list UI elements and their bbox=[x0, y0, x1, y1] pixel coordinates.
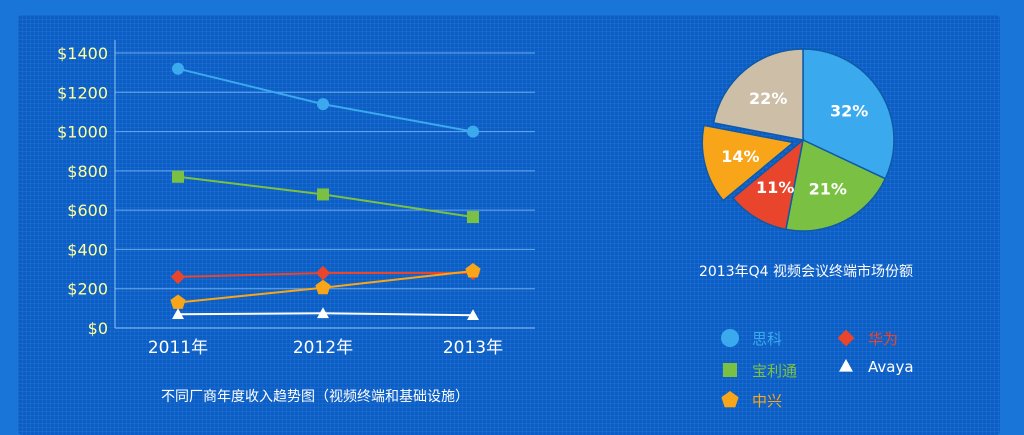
data-point bbox=[170, 294, 186, 309]
y-tick-label: $200 bbox=[67, 280, 108, 299]
data-point bbox=[465, 263, 481, 278]
pie-slice-label: 32% bbox=[830, 102, 868, 121]
pie-slice bbox=[712, 48, 804, 141]
legend-item: 宝利通 bbox=[723, 362, 797, 380]
pie-slice-label: 21% bbox=[809, 180, 847, 199]
pie-slices bbox=[701, 48, 895, 232]
legend-item: 思科 bbox=[721, 329, 782, 348]
data-point bbox=[172, 62, 184, 75]
y-tick-label: $1200 bbox=[57, 83, 108, 102]
data-point bbox=[467, 309, 479, 321]
legend-item: 华为 bbox=[837, 329, 898, 348]
y-tick-labels: $0 $200 $400 $600 $800 $1000 $1200 $1400 bbox=[57, 44, 108, 338]
legend-marker bbox=[721, 391, 739, 408]
data-point bbox=[170, 269, 186, 285]
pie-slice bbox=[731, 138, 805, 231]
legend-label: 宝利通 bbox=[752, 362, 797, 380]
series-square bbox=[172, 170, 479, 224]
y-tick-label: $400 bbox=[67, 240, 108, 259]
series-pentagon bbox=[170, 263, 481, 309]
legend-marker bbox=[839, 359, 853, 372]
x-tick-label: 2011年 bbox=[148, 338, 208, 358]
line-chart-title: 不同厂商年度收入趋势图（视频终端和基础设施） bbox=[161, 388, 469, 405]
data-point bbox=[317, 188, 329, 201]
series-group bbox=[170, 62, 481, 321]
line-chart: $0$200$400$600$800$1000$1200$1400 2011年 2… bbox=[57, 40, 535, 405]
pie-slice-label: 14% bbox=[721, 147, 759, 166]
y-tick-label: $1000 bbox=[57, 123, 108, 142]
x-tick-label: 2013年 bbox=[443, 338, 503, 358]
series-triangle bbox=[172, 307, 479, 321]
data-point bbox=[467, 125, 479, 138]
legend-label: 华为 bbox=[868, 330, 898, 348]
legend-marker bbox=[837, 329, 855, 347]
y-tick-label: $1400 bbox=[57, 44, 108, 63]
x-tick-label: 2012年 bbox=[293, 338, 353, 358]
x-tick-labels: 2011年 2012年 2013年 bbox=[148, 338, 503, 358]
grid bbox=[115, 52, 535, 290]
pie-chart-title: 2013年Q4 视频会议终端市场份额 bbox=[699, 263, 913, 280]
pie-slice bbox=[785, 138, 887, 232]
y-tick-label: $0 bbox=[88, 319, 108, 338]
legend-label: Avaya bbox=[868, 358, 914, 376]
legend-item: Avaya bbox=[839, 358, 914, 376]
data-point bbox=[467, 211, 479, 224]
y-tick-label: $600 bbox=[67, 201, 108, 220]
data-point bbox=[172, 308, 184, 320]
pie-slice bbox=[701, 124, 796, 202]
legend-item: 中兴 bbox=[721, 391, 782, 410]
data-point bbox=[317, 98, 329, 111]
pie-slice-label: 11% bbox=[756, 178, 794, 197]
legend-label: 思科 bbox=[752, 330, 782, 348]
legend-label: 中兴 bbox=[752, 392, 782, 410]
legend-marker bbox=[723, 363, 737, 377]
series-circle bbox=[172, 62, 479, 138]
pie-slice bbox=[802, 48, 895, 180]
data-point bbox=[317, 307, 329, 319]
y-tick-label: $800 bbox=[67, 162, 108, 181]
data-point bbox=[315, 279, 331, 295]
legend-marker bbox=[721, 329, 739, 347]
data-point bbox=[315, 265, 331, 281]
pie-slice-label: 22% bbox=[749, 89, 787, 108]
data-point bbox=[172, 170, 184, 183]
pie-labels: 32% 21% 11% 14% 22% bbox=[721, 89, 868, 199]
pie-chart: 32% 21% 11% 14% 22% 2013年Q4 视频会议终端市场份额 思科 华为宝… bbox=[699, 48, 914, 410]
